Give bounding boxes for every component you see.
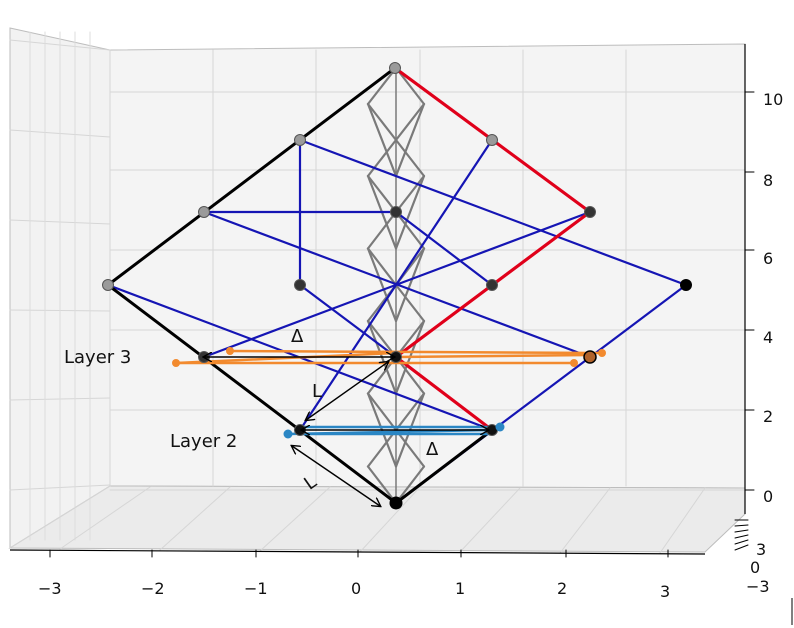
layer3-point bbox=[172, 359, 180, 367]
column-line bbox=[366, 210, 398, 250]
layer3-label: Layer 3 bbox=[64, 347, 131, 368]
column-line bbox=[394, 210, 426, 250]
x-tick-label: 2 bbox=[557, 579, 567, 598]
x-tick-label: −1 bbox=[244, 579, 268, 598]
y-tick bbox=[734, 534, 749, 539]
column-line bbox=[366, 66, 398, 106]
outline-line bbox=[106, 66, 397, 287]
y-tick-label: 3 bbox=[756, 540, 766, 559]
column-line bbox=[366, 247, 398, 323]
outline-line bbox=[394, 428, 494, 505]
lattice-node bbox=[294, 279, 306, 291]
lattice-node bbox=[486, 279, 498, 291]
delta-upper-label: Δ bbox=[291, 326, 304, 347]
column-line bbox=[394, 102, 426, 142]
layer2-point bbox=[283, 429, 293, 439]
z-tick-label: 2 bbox=[763, 407, 773, 426]
lattice-line bbox=[202, 210, 592, 359]
column-line bbox=[394, 247, 426, 323]
column-line bbox=[366, 102, 398, 142]
layer3-point bbox=[226, 347, 234, 355]
x-tick-label: 1 bbox=[455, 579, 465, 598]
column-line bbox=[366, 138, 398, 178]
column-line bbox=[394, 174, 426, 214]
y-tick bbox=[734, 539, 749, 545]
layer3-point bbox=[598, 349, 606, 357]
highlight-line bbox=[394, 355, 494, 432]
lattice-node bbox=[486, 134, 498, 146]
z-tick-label: 4 bbox=[763, 328, 773, 347]
lattice-node bbox=[680, 279, 692, 291]
y-tick bbox=[734, 529, 749, 533]
lattice-node bbox=[390, 206, 402, 218]
delta-lower-label: Δ bbox=[426, 439, 439, 460]
grid-line bbox=[459, 487, 521, 553]
length-upper-label: L bbox=[312, 381, 322, 402]
z-tick-labels: 10 8 6 4 2 0 bbox=[763, 90, 783, 506]
x-tick-label: −2 bbox=[141, 579, 165, 598]
lattice-line bbox=[298, 138, 688, 287]
lattice-node bbox=[389, 496, 403, 510]
back-pane bbox=[109, 43, 746, 489]
column-line bbox=[394, 138, 426, 178]
dimension-arrows bbox=[204, 357, 488, 506]
x-tick-label: −3 bbox=[38, 579, 62, 598]
layer2-label: Layer 2 bbox=[170, 431, 237, 452]
grid-line bbox=[359, 486, 421, 553]
layer3-point bbox=[570, 359, 578, 367]
length-lower-arrow bbox=[292, 446, 380, 506]
y-tick bbox=[734, 524, 749, 527]
grid-lines bbox=[9, 31, 746, 554]
z-tick-label: 8 bbox=[763, 171, 773, 190]
grid-line bbox=[59, 486, 151, 550]
x-tick-labels: −3 −2 −1 0 1 2 3 bbox=[38, 579, 670, 601]
column-line bbox=[394, 102, 426, 178]
floor-pane bbox=[8, 485, 746, 553]
y-tick bbox=[734, 544, 749, 551]
column-line bbox=[366, 174, 398, 214]
grid-line bbox=[159, 486, 231, 551]
z-tick-label: 0 bbox=[763, 487, 773, 506]
column-line bbox=[394, 174, 426, 250]
lattice-node bbox=[389, 62, 401, 74]
lattice-nodes bbox=[102, 62, 692, 510]
axis-ticks bbox=[49, 91, 755, 558]
y-tick-label: −3 bbox=[746, 577, 770, 596]
z-tick-label: 6 bbox=[763, 249, 773, 268]
grid-line bbox=[659, 487, 706, 554]
lattice-node bbox=[583, 350, 597, 364]
x-tick-label: 0 bbox=[351, 579, 361, 598]
grid-line bbox=[9, 485, 111, 549]
grid-line bbox=[559, 487, 611, 554]
y-tick-label: 0 bbox=[750, 558, 760, 577]
column-line bbox=[394, 283, 426, 323]
column-line bbox=[394, 392, 426, 432]
lattice-line bbox=[394, 210, 494, 287]
x-tick-label: 3 bbox=[660, 582, 670, 601]
lattice-node bbox=[198, 206, 210, 218]
lattice-node bbox=[584, 206, 596, 218]
length-upper-arrow bbox=[306, 362, 388, 420]
layer3-line bbox=[228, 349, 604, 355]
layer2-point bbox=[495, 422, 505, 432]
layer3-line bbox=[394, 353, 592, 359]
lattice-node bbox=[294, 134, 306, 146]
lattice-node bbox=[102, 279, 114, 291]
column-line bbox=[366, 102, 398, 178]
column-line bbox=[394, 428, 426, 468]
z-tick-label: 10 bbox=[763, 90, 783, 109]
lattice-line bbox=[298, 283, 398, 359]
column-line bbox=[366, 247, 398, 287]
y-tick-labels: 3 0 −3 bbox=[746, 540, 770, 596]
column-line bbox=[394, 465, 426, 505]
